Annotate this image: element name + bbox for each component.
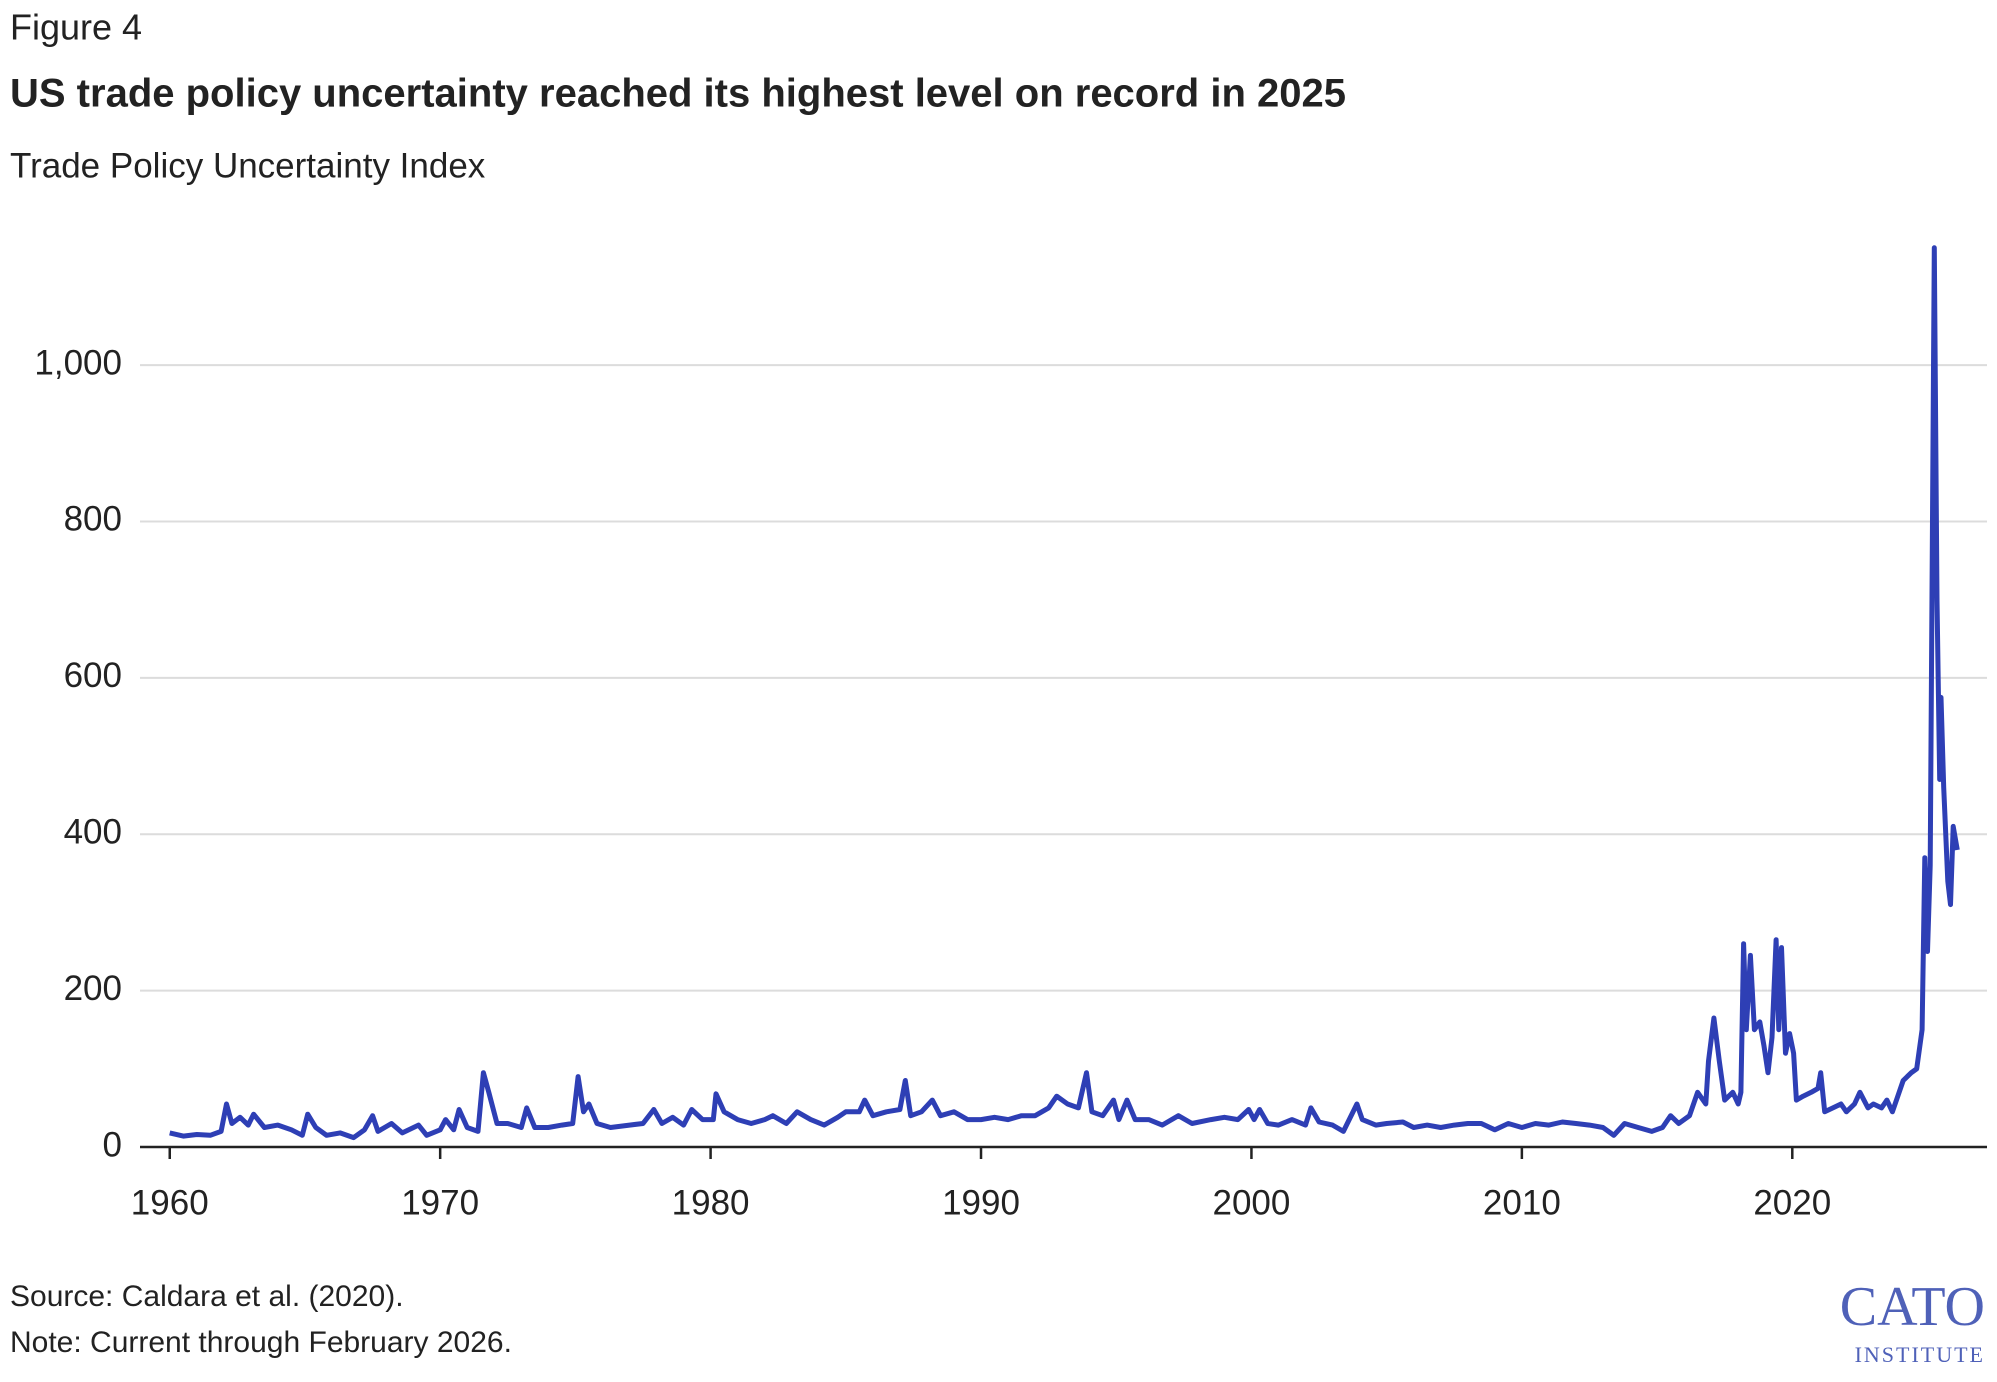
source: Source: Caldara et al. (2020). [10,1280,404,1313]
x-tick-label: 2020 [1753,1183,1831,1222]
data-line [169,245,1960,1141]
y-tick-label: 800 [64,500,122,539]
x-tick-label: 1980 [672,1183,750,1222]
logo: CATO [1840,1276,1985,1338]
note: Note: Current through February 2026. [10,1326,512,1359]
y-tick-label: 400 [64,812,122,851]
y-tick-label: 0 [103,1125,122,1164]
y-tick-label: 1,000 [34,343,122,382]
y-tick-label: 600 [64,656,122,695]
y-tick-label: 200 [64,969,122,1008]
chart-subtitle: Trade Policy Uncertainty Index [10,146,486,185]
x-tick-label: 1990 [942,1183,1020,1222]
logo-sub: INSTITUTE [1855,1342,1985,1367]
x-tick-label: 1970 [401,1183,479,1222]
chart-title: US trade policy uncertainty reached its … [10,72,1346,116]
x-tick-label: 1960 [131,1183,209,1222]
figure-label: Figure 4 [10,7,142,48]
x-tick-label: 2010 [1483,1183,1561,1222]
x-tick-label: 2000 [1213,1183,1291,1222]
